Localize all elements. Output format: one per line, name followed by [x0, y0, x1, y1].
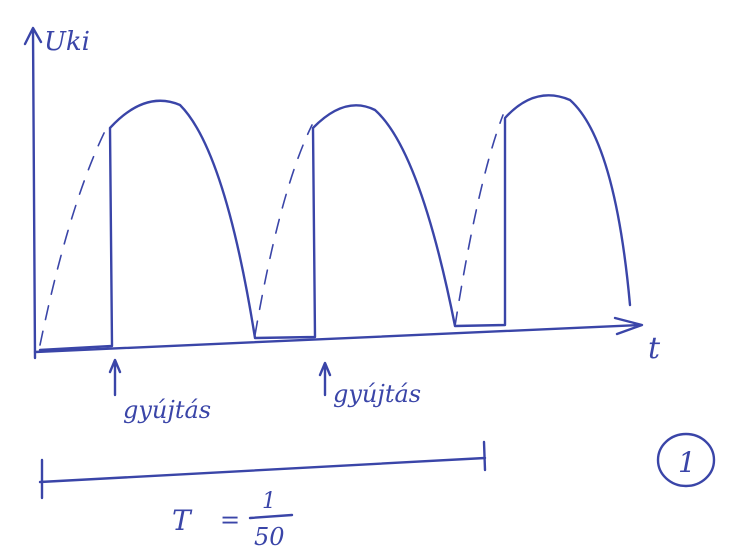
x-axis-label: t [648, 331, 661, 366]
fraction-bar [250, 515, 292, 518]
page: {"axes": {"y_label": "Uki", "x_label": "… [0, 0, 739, 550]
waveform [40, 95, 630, 350]
annotation: gyújtás [123, 396, 211, 424]
ignition-arrow [110, 360, 120, 395]
period-numerator: 1 [262, 489, 276, 514]
x-axis [35, 318, 642, 352]
period-equals: = [220, 506, 240, 534]
y-axis [25, 28, 41, 358]
page-number: 1 [678, 446, 696, 479]
sine-dashed [40, 125, 108, 345]
annotation: gyújtás [333, 380, 421, 408]
ignition-arrow [320, 363, 330, 395]
sketch: Uki t gyújtás gyújtás T = 1 50 1 [0, 0, 739, 550]
period-symbol: T [172, 504, 193, 537]
period-denominator: 50 [254, 523, 285, 550]
y-axis-label: Uki [44, 27, 90, 57]
sine-dashed [255, 125, 312, 335]
sine-dashed [455, 115, 503, 326]
